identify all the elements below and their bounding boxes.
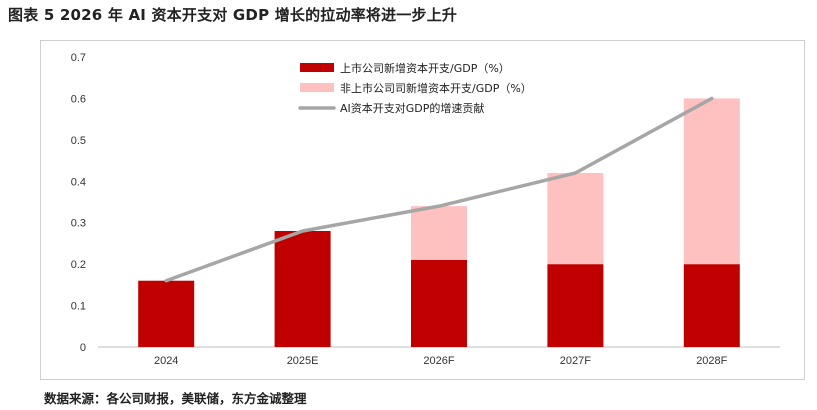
bar-listed-company xyxy=(138,280,195,347)
chart-frame xyxy=(40,40,805,380)
bar-listed-company xyxy=(274,231,331,347)
legend-label: 非上市公司司新增资本开支/GDP（%） xyxy=(340,81,532,95)
y-tick-label: 0.2 xyxy=(71,259,86,271)
x-tick-label: 2024 xyxy=(154,355,178,367)
y-tick-label: 0.3 xyxy=(71,218,86,230)
bar-unlisted-company xyxy=(683,98,740,265)
y-tick-label: 0.1 xyxy=(71,301,86,313)
source-note: 数据来源：各公司财报，美联储，东方金诚整理 xyxy=(44,391,307,406)
y-tick-label: 0.5 xyxy=(71,135,86,147)
legend-label: 上市公司新增资本开支/GDP（%） xyxy=(340,61,510,75)
x-tick-label: 2025E xyxy=(287,355,319,367)
y-tick-label: 0.4 xyxy=(71,176,86,188)
legend-swatch-unlisted xyxy=(300,83,334,92)
y-tick-label: 0.6 xyxy=(71,93,86,105)
figure-title: 图表 5 2026 年 AI 资本开支对 GDP 增长的拉动率将进一步上升 xyxy=(8,6,458,24)
legend-label: AI资本开支对GDP的增速贡献 xyxy=(340,101,484,115)
bar-unlisted-company xyxy=(411,206,467,260)
x-tick-label: 2027F xyxy=(560,355,591,367)
line-ai-capex-contribution xyxy=(164,96,714,283)
y-tick-label: 0 xyxy=(80,342,86,354)
x-tick-label: 2026F xyxy=(423,355,454,367)
bar-listed-company xyxy=(547,264,604,347)
bar-unlisted-company xyxy=(547,173,604,265)
bar-listed-company xyxy=(683,264,740,347)
stacked-bar-line-chart: 0 0.1 0.2 0.3 0.4 0.5 0.6 0.7 2024 2025E 2026F 2027… xyxy=(71,52,780,367)
bar-listed-company xyxy=(411,260,467,347)
y-tick-label: 0.7 xyxy=(71,52,86,64)
legend-swatch-listed xyxy=(300,63,334,72)
x-tick-label: 2028F xyxy=(696,355,727,367)
